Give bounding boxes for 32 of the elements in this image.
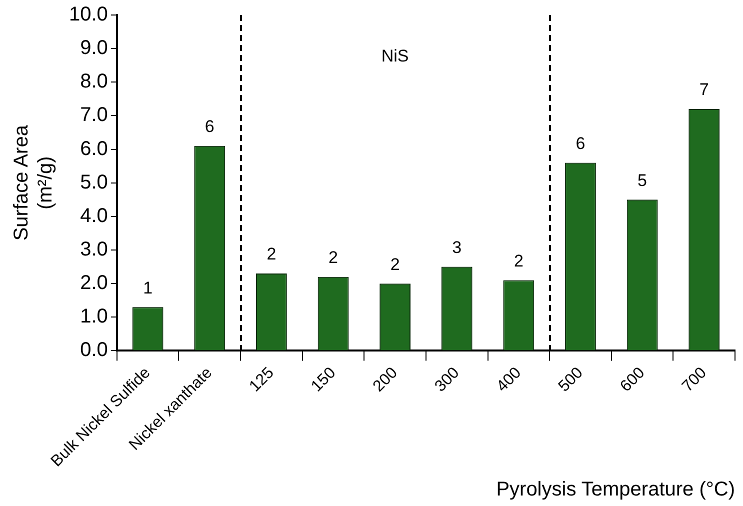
x-tick-label: 200 [370,364,402,396]
x-tick-label: 700 [679,364,710,396]
x-tick-label: 125 [246,364,278,396]
y-tick-label: 2.0 [80,272,108,294]
y-tick-label: 4.0 [80,204,108,227]
data-label: 7 [699,80,709,100]
y-tick-label: 3.0 [80,238,108,261]
data-label: 2 [390,254,400,274]
x-tick-label: 600 [617,364,648,396]
data-label: 6 [204,117,214,136]
x-tick-label: 400 [494,364,525,396]
y-tick-label: 6.0 [80,138,108,160]
data-label: 1 [143,278,153,298]
data-label: 2 [514,251,524,270]
y-tick-label: 10.0 [68,4,108,26]
data-label: 3 [452,238,462,257]
y-tick-label: 8.0 [80,70,108,93]
y-axis-title: Surface Area (m²/g) [10,124,57,241]
y-tick-label: 5.0 [80,171,108,194]
data-label: 2 [328,248,338,268]
data-label: 5 [638,170,648,190]
data-label: 2 [266,244,276,264]
y-tick-label: 1.0 [80,306,108,328]
y-tick-label: 0.0 [80,339,108,362]
y-tick-label: 7.0 [80,104,108,126]
x-tick-label: 150 [308,364,340,396]
x-tick-label: 500 [556,364,586,396]
data-label: 6 [576,134,586,153]
x-axis-title: Pyrolysis Temperature (°C) [496,478,735,501]
y-tick-label: 9.0 [80,37,108,60]
annotation: NiS [381,46,409,66]
x-tick-label: 300 [432,364,463,396]
